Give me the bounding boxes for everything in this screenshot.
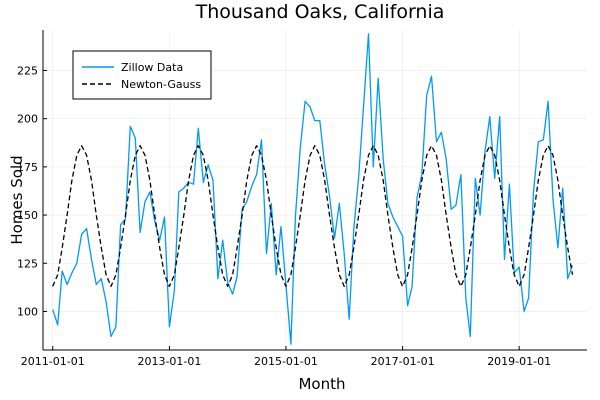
x-tick-label: 2019-01-01 bbox=[487, 355, 551, 368]
series-line-zillow-data bbox=[52, 33, 574, 345]
x-tick-label: 2015-01-01 bbox=[254, 355, 318, 368]
y-tick-label: 225 bbox=[17, 64, 38, 77]
y-tick-label: 175 bbox=[17, 161, 38, 174]
y-tick-label: 150 bbox=[17, 209, 38, 222]
x-tick-label: 2017-01-01 bbox=[371, 355, 435, 368]
axes: 2011-01-01 2013-01-01 2015-01-01 2017-01-01… bbox=[17, 30, 587, 368]
legend-label-zillow: Zillow Data bbox=[121, 61, 183, 74]
x-tick-label: 2013-01-01 bbox=[137, 355, 201, 368]
series-group bbox=[52, 33, 574, 345]
y-tick-label: 100 bbox=[17, 305, 38, 318]
grid bbox=[43, 30, 587, 350]
x-axis-label: Month bbox=[298, 375, 345, 393]
legend: Zillow Data Newton-Gauss bbox=[72, 50, 212, 100]
y-axis-label: Homes Sold bbox=[8, 155, 26, 244]
y-tick-label: 125 bbox=[17, 257, 38, 270]
legend-box bbox=[72, 50, 212, 100]
x-tick-label: 2011-01-01 bbox=[21, 355, 85, 368]
legend-label-newton-gauss: Newton-Gauss bbox=[121, 78, 201, 91]
y-tick-label: 200 bbox=[17, 113, 38, 126]
chart-title: Thousand Oaks, California bbox=[195, 1, 445, 23]
